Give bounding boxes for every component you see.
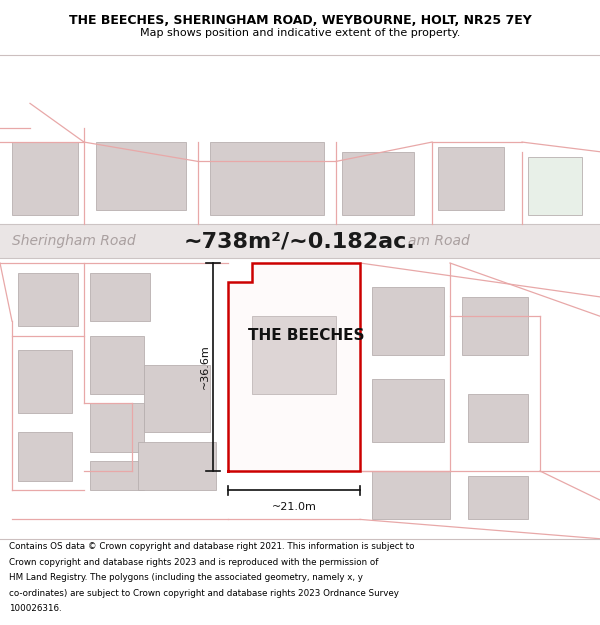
Bar [252, 316, 336, 394]
Text: ~36.6m: ~36.6m [200, 344, 210, 389]
Bar [12, 142, 78, 214]
Bar [468, 476, 528, 519]
Bar [372, 471, 450, 519]
Bar [90, 461, 144, 491]
Text: Sheringham Road: Sheringham Road [12, 234, 136, 248]
Bar [210, 142, 324, 214]
Text: 100026316.: 100026316. [9, 604, 62, 613]
Text: Map shows position and indicative extent of the property.: Map shows position and indicative extent… [140, 29, 460, 39]
Bar [96, 142, 186, 210]
Text: THE BEECHES, SHERINGHAM ROAD, WEYBOURNE, HOLT, NR25 7EY: THE BEECHES, SHERINGHAM ROAD, WEYBOURNE,… [68, 14, 532, 27]
Text: am Road: am Road [408, 234, 470, 248]
Bar [144, 364, 210, 432]
Bar [90, 272, 150, 321]
Text: Crown copyright and database rights 2023 and is reproduced with the permission o: Crown copyright and database rights 2023… [9, 558, 379, 567]
Text: ~738m²/~0.182ac.: ~738m²/~0.182ac. [184, 231, 416, 251]
Bar [18, 432, 72, 481]
Text: ~21.0m: ~21.0m [272, 503, 316, 512]
Text: HM Land Registry. The polygons (including the associated geometry, namely x, y: HM Land Registry. The polygons (includin… [9, 573, 363, 582]
Bar [0, 224, 600, 258]
Bar [18, 350, 72, 413]
Bar [372, 379, 444, 442]
Text: co-ordinates) are subject to Crown copyright and database rights 2023 Ordnance S: co-ordinates) are subject to Crown copyr… [9, 589, 399, 598]
Text: THE BEECHES: THE BEECHES [248, 328, 364, 343]
Bar [468, 394, 528, 442]
Bar [18, 272, 78, 326]
Bar [342, 152, 414, 214]
Bar [138, 442, 216, 491]
Bar [528, 157, 582, 214]
Bar [90, 336, 144, 394]
Bar [438, 147, 504, 210]
Bar [90, 403, 144, 452]
Polygon shape [228, 263, 360, 471]
Bar [372, 288, 444, 355]
Text: Contains OS data © Crown copyright and database right 2021. This information is : Contains OS data © Crown copyright and d… [9, 542, 415, 551]
Bar [462, 297, 528, 355]
